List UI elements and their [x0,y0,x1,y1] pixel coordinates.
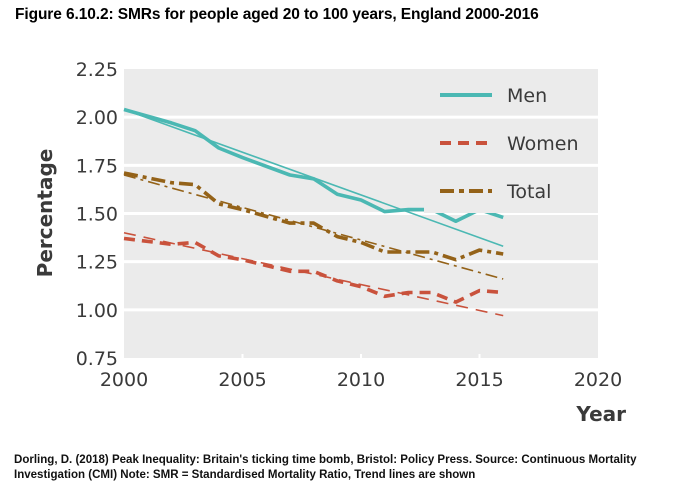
chart: 0.75 1.00 1.25 1.50 1.75 2.00 2.25 2000 2005 201… [33,59,626,426]
x-tick-label: 2010 [337,369,385,391]
x-tick-label: 2000 [100,369,148,391]
series-line-women [123,236,504,304]
trend-line-total [123,174,504,280]
legend-label-women: Women [507,133,579,155]
series-lines [123,107,504,304]
legend: Men Women Total [424,71,598,213]
y-tick-label: 1.25 [76,252,118,274]
y-tick-label: 2.25 [76,59,118,81]
legend-label-men: Men [507,85,547,107]
y-axis-ticks: 0.75 1.00 1.25 1.50 1.75 2.00 2.25 [76,59,118,370]
figure-title: Figure 6.10.2: SMRs for people aged 20 t… [15,6,539,23]
legend-label-total: Total [506,181,551,203]
series-line-men [123,107,504,223]
y-tick-label: 1.75 [76,155,118,177]
y-axis-label: Percentage [33,149,57,278]
x-tick-label: 2005 [218,369,266,391]
y-tick-label: 2.00 [76,107,118,129]
y-tick-label: 1.50 [76,204,118,226]
x-axis-ticks: 2000 2005 2010 2015 2020 [100,369,622,391]
x-axis-label: Year [575,402,626,426]
trend-line-women [123,231,504,317]
x-tick-label: 2020 [574,369,622,391]
y-tick-label: 1.00 [76,300,118,322]
figure-caption: Dorling, D. (2018) Peak Inequality: Brit… [14,452,637,481]
series-line-total [123,171,504,262]
y-tick-label: 0.75 [76,348,118,370]
x-tick-label: 2015 [455,369,503,391]
